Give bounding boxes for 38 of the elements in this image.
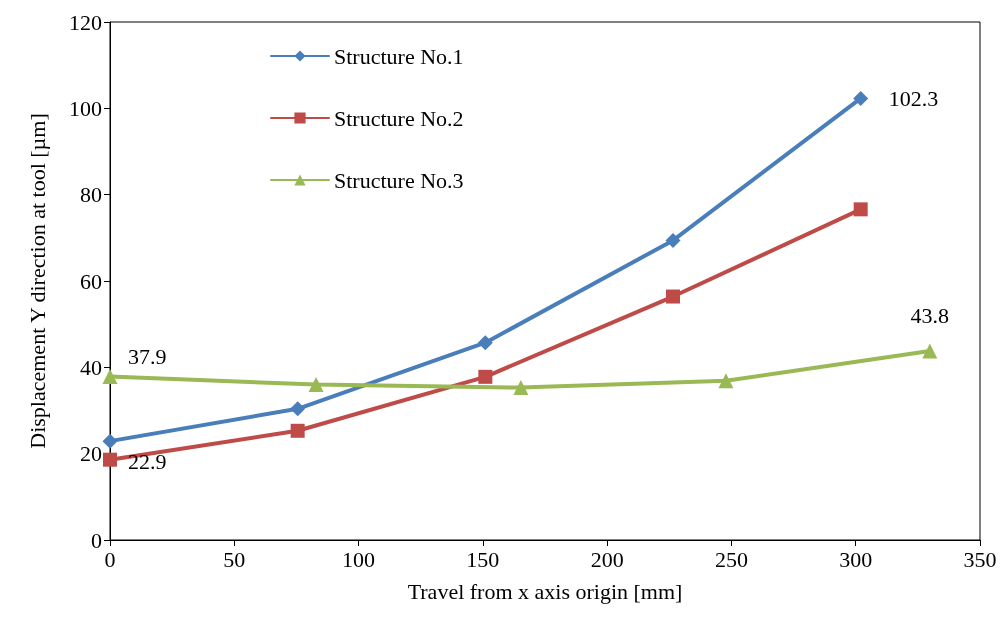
- y-tick-label: 60: [80, 268, 102, 294]
- y-tick-label: 20: [80, 441, 102, 467]
- y-tick-label: 80: [80, 182, 102, 208]
- y-tick-label: 120: [69, 9, 102, 35]
- point: [666, 289, 681, 304]
- x-tick-label: 300: [839, 546, 873, 572]
- x-tick-label: 150: [466, 546, 500, 572]
- point: [290, 401, 306, 417]
- point: [103, 452, 117, 467]
- y-tick-label: 100: [69, 95, 102, 121]
- x-tick-label: 350: [963, 546, 997, 572]
- point: [853, 202, 868, 217]
- point: [718, 373, 734, 389]
- point: [513, 380, 529, 396]
- x-tick-label: 50: [223, 546, 246, 572]
- annotation: 37.9: [128, 343, 167, 369]
- annotation: 43.8: [910, 303, 950, 329]
- point: [290, 423, 305, 438]
- y-tick-label: 0: [91, 527, 102, 553]
- x-axis-title: Travel from x axis origin [mm]: [407, 578, 683, 604]
- point: [478, 369, 493, 384]
- point: [853, 90, 869, 106]
- annotation: 102.3: [888, 85, 939, 111]
- legend-label: Structure No.1: [334, 43, 464, 69]
- y-tick-label: 40: [80, 354, 102, 380]
- legend-label: Structure No.3: [334, 167, 464, 193]
- legend-label: Structure No.2: [334, 105, 464, 131]
- x-tick-label: 200: [590, 546, 624, 572]
- x-tick-label: 100: [342, 546, 376, 572]
- x-tick-label: 250: [714, 546, 748, 572]
- point: [102, 368, 118, 384]
- point: [665, 232, 681, 248]
- annotation: 22.9: [128, 448, 167, 474]
- y-axis-title: Displacement Y direction at tool [µm]: [24, 113, 50, 449]
- point: [102, 433, 118, 449]
- point: [922, 343, 938, 359]
- point: [477, 335, 493, 351]
- point: [308, 377, 324, 393]
